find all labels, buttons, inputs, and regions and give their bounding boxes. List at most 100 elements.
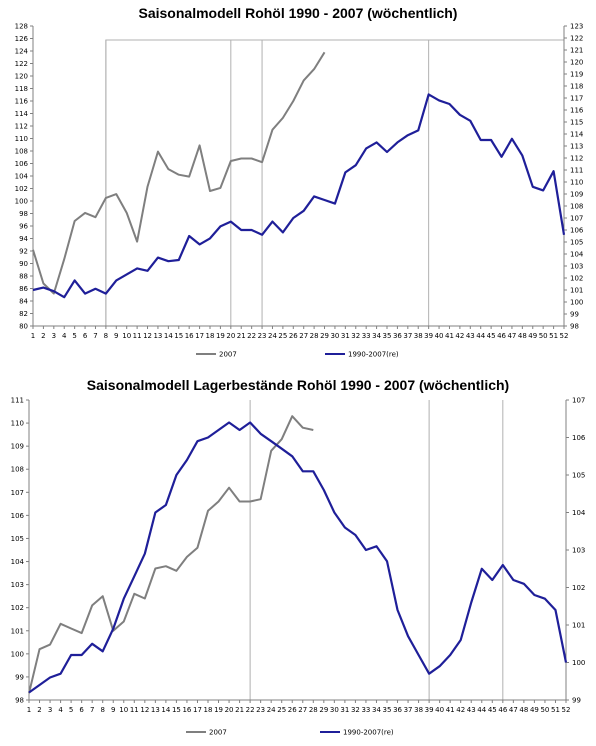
y-tick-label-left: 112 <box>15 123 28 131</box>
x-tick-label: 26 <box>288 706 297 714</box>
x-tick-label: 39 <box>425 706 434 714</box>
y-tick-label-right: 112 <box>570 155 583 163</box>
chart-1: Saisonalmodell Rohöl 1990 - 2007 (wöchen… <box>15 5 584 359</box>
y-tick-label-left: 103 <box>11 581 24 589</box>
y-tick-label-right: 98 <box>570 323 579 331</box>
x-tick-label: 40 <box>435 706 444 714</box>
chart-title: Saisonalmodell Lagerbestände Rohöl 1990 … <box>87 377 509 393</box>
y-tick-label-right: 104 <box>572 509 586 517</box>
y-tick-label-right: 113 <box>570 143 583 151</box>
x-tick-label: 4 <box>62 332 67 340</box>
x-tick-label: 30 <box>330 332 339 340</box>
x-tick-label: 25 <box>277 706 286 714</box>
x-tick-label: 31 <box>340 706 349 714</box>
y-tick-label-left: 106 <box>15 160 29 168</box>
x-tick-label: 3 <box>48 706 52 714</box>
highlight-box <box>105 39 565 327</box>
x-tick-label: 33 <box>362 332 371 340</box>
y-tick-label-left: 99 <box>15 673 24 681</box>
x-tick-label: 9 <box>114 332 118 340</box>
x-tick-label: 51 <box>551 706 560 714</box>
x-tick-label: 50 <box>540 706 549 714</box>
y-tick-label-right: 108 <box>570 203 583 211</box>
chart-title: Saisonalmodell Rohöl 1990 - 2007 (wöchen… <box>139 5 458 21</box>
x-tick-label: 26 <box>289 332 298 340</box>
y-tick-label-right: 117 <box>570 95 583 103</box>
y-tick-label-left: 88 <box>19 273 28 281</box>
x-tick-label: 52 <box>562 706 571 714</box>
y-tick-label-left: 102 <box>11 604 24 612</box>
y-tick-label-left: 98 <box>19 210 28 218</box>
x-tick-label: 37 <box>404 706 413 714</box>
y-tick-label-right: 110 <box>570 179 583 187</box>
x-tick-label: 47 <box>507 332 516 340</box>
x-tick-label: 28 <box>309 706 318 714</box>
y-tick-label-right: 105 <box>570 239 583 247</box>
x-tick-label: 11 <box>133 332 142 340</box>
y-tick-label-right: 100 <box>570 299 583 307</box>
y-tick-label-right: 122 <box>570 35 583 43</box>
y-tick-label-left: 118 <box>15 85 28 93</box>
y-tick-label-right: 119 <box>570 71 583 79</box>
y-tick-label-left: 108 <box>15 148 28 156</box>
x-tick-label: 31 <box>341 332 350 340</box>
legend-label: 1990-2007(re) <box>343 729 394 737</box>
x-tick-label: 11 <box>130 706 139 714</box>
y-tick-label-left: 96 <box>19 223 28 231</box>
x-tick-label: 42 <box>456 706 465 714</box>
x-tick-label: 13 <box>151 706 160 714</box>
legend-label: 2007 <box>209 729 227 737</box>
legend: 2007 1990-2007(re) <box>186 729 394 737</box>
x-tick-label: 7 <box>93 332 97 340</box>
x-tick-label: 34 <box>372 706 381 714</box>
x-tick-label: 45 <box>487 332 496 340</box>
y-tick-label-right: 99 <box>572 697 581 705</box>
x-tick-label: 17 <box>195 332 204 340</box>
x-tick-label: 6 <box>79 706 84 714</box>
y-tick-label-left: 90 <box>19 260 28 268</box>
series-line-avg <box>28 421 568 694</box>
y-tick-label-right: 115 <box>570 119 583 127</box>
x-tick-label: 1 <box>27 706 31 714</box>
x-tick-label: 20 <box>226 332 235 340</box>
x-tick-label: 33 <box>361 706 370 714</box>
x-tick-label: 24 <box>267 706 276 714</box>
x-tick-label: 5 <box>69 706 73 714</box>
x-tick-label: 12 <box>140 706 149 714</box>
x-tick-label: 3 <box>52 332 56 340</box>
x-tick-label: 8 <box>104 332 108 340</box>
y-tick-label-right: 106 <box>570 227 584 235</box>
y-tick-label-left: 128 <box>15 23 28 31</box>
x-tick-label: 4 <box>58 706 63 714</box>
x-tick-label: 19 <box>214 706 223 714</box>
x-tick-label: 35 <box>383 332 392 340</box>
y-tick-label-left: 107 <box>11 489 24 497</box>
x-tick-label: 14 <box>161 706 170 714</box>
x-tick-label: 38 <box>414 332 423 340</box>
y-tick-label-left: 111 <box>11 397 24 405</box>
x-tick-label: 22 <box>247 332 256 340</box>
x-tick-label: 28 <box>310 332 319 340</box>
x-tick-label: 15 <box>172 706 181 714</box>
y-tick-label-right: 104 <box>570 251 584 259</box>
y-tick-label-left: 102 <box>15 185 28 193</box>
y-tick-label-right: 103 <box>570 263 583 271</box>
y-tick-label-right: 106 <box>572 434 586 442</box>
y-tick-label-left: 109 <box>11 443 24 451</box>
x-tick-label: 38 <box>414 706 423 714</box>
y-tick-label-left: 126 <box>15 35 29 43</box>
y-tick-label-right: 111 <box>570 167 583 175</box>
x-tick-label: 32 <box>351 706 360 714</box>
x-tick-label: 5 <box>72 332 76 340</box>
x-tick-label: 14 <box>164 332 173 340</box>
x-tick-label: 18 <box>204 706 213 714</box>
x-tick-label: 17 <box>193 706 202 714</box>
y-tick-label-right: 103 <box>572 547 585 555</box>
y-tick-label-right: 116 <box>570 107 584 115</box>
y-tick-label-left: 110 <box>11 420 24 428</box>
y-tick-label-left: 84 <box>19 298 28 306</box>
x-tick-label: 6 <box>83 332 88 340</box>
y-tick-label-right: 100 <box>572 659 585 667</box>
y-tick-label-left: 104 <box>11 558 25 566</box>
